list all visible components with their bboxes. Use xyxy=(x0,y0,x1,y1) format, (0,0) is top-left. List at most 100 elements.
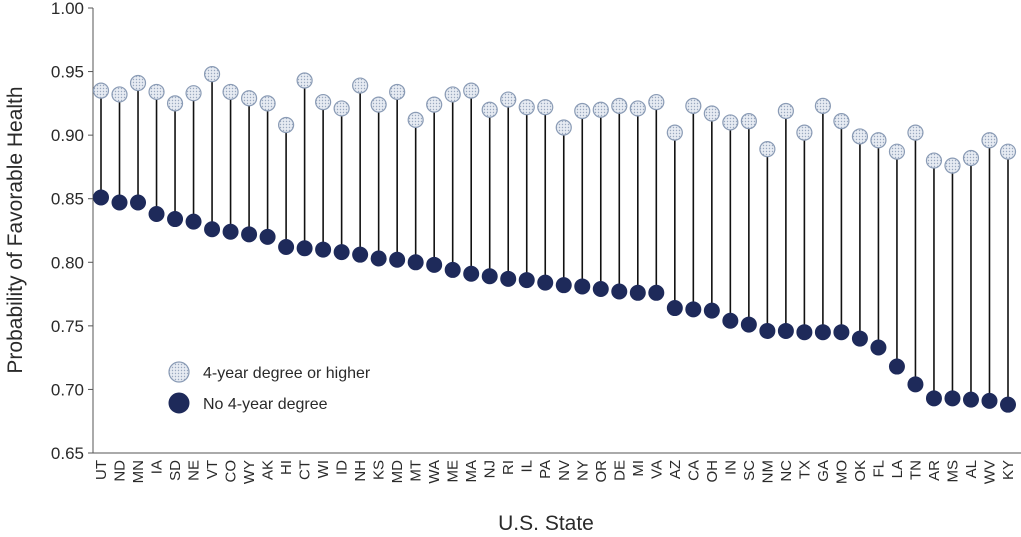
x-tick-label: SD xyxy=(167,460,184,481)
point-degree-nv xyxy=(555,119,572,136)
point-degree-la xyxy=(888,143,906,160)
point-no-degree-sc xyxy=(740,316,757,333)
point-no-degree-ks xyxy=(370,250,387,267)
point-degree-id xyxy=(333,100,350,117)
point-degree-pa xyxy=(537,99,554,116)
point-no-degree-ne xyxy=(185,213,202,230)
point-degree-ms xyxy=(944,157,961,174)
point-no-degree-az xyxy=(666,300,683,317)
point-no-degree-ia xyxy=(148,205,165,222)
x-tick-label: AR xyxy=(926,460,943,481)
point-no-degree-tn xyxy=(907,376,924,393)
x-tick-label: AZ xyxy=(667,460,684,479)
x-tick-label: OR xyxy=(593,460,610,483)
point-no-degree-ma xyxy=(463,265,480,282)
point-no-degree-ar xyxy=(925,390,942,407)
y-tick-label: 0.70 xyxy=(51,380,84,399)
x-tick-label: SC xyxy=(741,460,758,481)
point-no-degree-nm xyxy=(759,322,776,339)
point-no-degree-tx xyxy=(796,324,813,341)
point-no-degree-ms xyxy=(944,390,961,407)
x-tick-label: KS xyxy=(371,460,388,480)
point-degree-ca xyxy=(685,97,702,115)
point-no-degree-ky xyxy=(1000,396,1016,413)
point-no-degree-ct xyxy=(296,240,313,257)
point-degree-tn xyxy=(907,124,924,141)
point-degree-ia xyxy=(148,83,165,101)
stems xyxy=(100,74,1009,405)
point-degree-nc xyxy=(777,102,794,120)
x-tick-label: OK xyxy=(852,460,869,482)
point-degree-sd xyxy=(166,95,184,112)
y-tick-label: 1.00 xyxy=(51,0,84,18)
x-tick-label: WY xyxy=(241,460,258,484)
point-no-degree-in xyxy=(722,312,739,329)
point-no-degree-or xyxy=(592,280,609,297)
point-no-degree-md xyxy=(389,251,406,268)
point-degree-oh xyxy=(703,105,720,122)
x-tick-label: MA xyxy=(463,460,480,483)
point-no-degree-nh xyxy=(352,246,369,263)
x-tick-label: NH xyxy=(352,460,369,482)
x-tick-label: NC xyxy=(778,460,795,482)
point-no-degree-ak xyxy=(259,228,276,245)
x-tick-label: ME xyxy=(445,460,462,483)
point-degree-vt xyxy=(203,66,221,83)
legend-label-degree: 4-year degree or higher xyxy=(203,365,371,382)
point-degree-ct xyxy=(296,72,313,89)
point-no-degree-oh xyxy=(703,302,720,319)
point-degree-ma xyxy=(463,82,480,99)
x-tick-label: MN xyxy=(130,460,147,483)
x-tick-label: RI xyxy=(500,460,517,475)
point-no-degree-ut xyxy=(93,189,109,206)
point-no-degree-sd xyxy=(167,211,184,228)
x-tick-label: ID xyxy=(334,460,351,475)
point-degree-ga xyxy=(814,97,831,115)
x-tick-label: NM xyxy=(759,460,776,483)
point-no-degree-de xyxy=(611,283,628,300)
point-degree-ky xyxy=(999,143,1017,160)
point-degree-il xyxy=(518,99,535,116)
point-degree-de xyxy=(611,97,628,115)
x-tick-label: ND xyxy=(112,460,129,482)
x-tick-label: VA xyxy=(648,460,665,479)
x-tick-label: WV xyxy=(981,460,998,484)
x-tick-label: NV xyxy=(556,460,573,481)
point-no-degree-vt xyxy=(204,221,221,238)
point-degree-az xyxy=(666,124,683,141)
point-no-degree-ok xyxy=(851,330,868,347)
x-tick-label: IL xyxy=(519,460,536,473)
x-tick-label: NE xyxy=(186,460,203,481)
point-degree-va xyxy=(648,93,665,111)
point-degree-ri xyxy=(500,91,517,108)
point-no-degree-nv xyxy=(555,277,572,294)
point-no-degree-al xyxy=(962,391,979,408)
point-degree-in xyxy=(722,114,739,131)
point-no-degree-mt xyxy=(407,254,424,271)
point-degree-ny xyxy=(574,102,591,120)
point-no-degree-hi xyxy=(278,239,295,256)
legend-marker-no-degree xyxy=(168,392,190,414)
point-degree-mn xyxy=(129,74,147,92)
point-no-degree-ny xyxy=(574,278,591,295)
x-tick-label: UT xyxy=(93,460,110,480)
y-tick-label: 0.75 xyxy=(51,317,84,336)
point-no-degree-mo xyxy=(833,324,850,341)
y-axis-ticks: 0.65 0.70 0.75 0.80 0.85 0.90 0.95 1.00 xyxy=(51,0,93,463)
point-degree-wv xyxy=(981,132,998,149)
point-degree-mo xyxy=(833,113,850,130)
point-degree-nh xyxy=(352,77,369,94)
point-degree-tx xyxy=(796,124,813,141)
y-tick-label: 0.90 xyxy=(51,126,84,145)
y-tick-label: 0.65 xyxy=(51,444,84,463)
point-no-degree-pa xyxy=(537,274,554,291)
point-degree-me xyxy=(444,86,461,103)
x-axis-title: U.S. State xyxy=(498,512,594,535)
point-no-degree-nd xyxy=(111,194,128,211)
x-tick-label: MO xyxy=(833,460,850,484)
point-degree-wy xyxy=(240,90,258,107)
y-tick-label: 0.80 xyxy=(51,253,84,272)
point-degree-nj xyxy=(481,101,498,118)
point-no-degree-mi xyxy=(629,284,646,301)
